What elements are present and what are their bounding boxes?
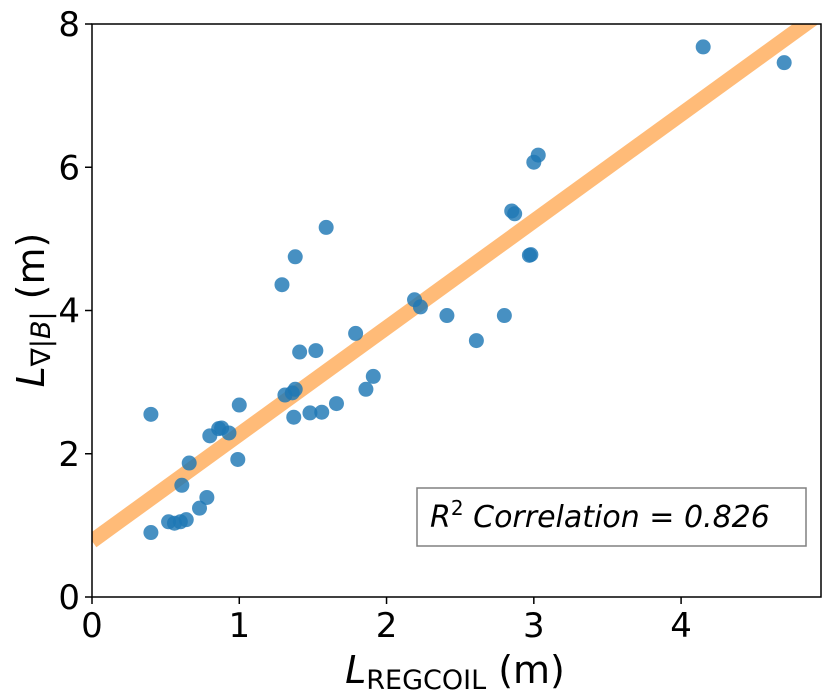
x-tick-label: 3 — [523, 606, 545, 646]
data-point — [143, 525, 159, 541]
y-axis-title: L∇|B| (m) — [9, 233, 57, 388]
r2-annotation: R2 Correlation = 0.826 — [416, 487, 807, 547]
y-axis-title-unit-spacer — [9, 299, 53, 311]
data-point — [221, 425, 237, 441]
x-tick-label: 4 — [670, 606, 692, 646]
data-point — [192, 500, 208, 516]
x-axis-title-main: L — [345, 648, 366, 692]
x-tick-label: 2 — [376, 606, 398, 646]
y-tick-label: 2 — [58, 435, 80, 475]
x-axis-title-sub: REGCOIL — [366, 665, 486, 696]
y-axis-title-main: L — [9, 366, 53, 387]
data-point — [292, 344, 308, 360]
y-tick-label: 6 — [58, 148, 80, 188]
x-tick-label: 0 — [81, 606, 103, 646]
annotation-r: R — [430, 500, 451, 535]
y-tick-label: 4 — [58, 292, 80, 332]
data-point — [287, 249, 303, 265]
data-point — [507, 206, 523, 222]
data-point — [468, 333, 484, 349]
x-axis-title: LREGCOIL (m) — [345, 648, 565, 696]
data-point — [530, 147, 546, 163]
data-point — [178, 512, 194, 528]
data-point — [348, 325, 364, 341]
x-axis-title-unit: (m) — [498, 648, 565, 692]
data-point — [181, 455, 197, 471]
data-point — [302, 405, 318, 421]
data-point — [365, 368, 381, 384]
data-point — [199, 489, 215, 505]
data-point — [287, 381, 303, 397]
data-point — [412, 299, 428, 315]
annotation-box — [416, 487, 807, 547]
data-point — [328, 396, 344, 412]
annotation-superscript: 2 — [451, 496, 464, 520]
data-point — [274, 277, 290, 293]
data-point — [358, 381, 374, 397]
data-point — [776, 55, 792, 71]
annotation-text: Correlation = 0.826 — [464, 500, 770, 535]
x-tick-label: 1 — [228, 606, 250, 646]
data-point — [318, 219, 334, 235]
data-point — [496, 308, 512, 324]
data-point — [695, 39, 711, 55]
data-point — [308, 343, 324, 359]
data-point — [143, 406, 159, 422]
svg-text:R2 Correlation = 0.826: R2 Correlation = 0.826 — [430, 496, 770, 535]
data-point — [314, 404, 330, 420]
fit-line — [92, 24, 819, 548]
data-point — [439, 308, 455, 324]
data-point — [231, 397, 247, 413]
data-point — [523, 247, 539, 263]
data-point — [230, 451, 246, 467]
data-point — [286, 409, 302, 425]
y-axis-title-sub: ∇|B| — [26, 311, 57, 367]
y-axis-title-unit: (m) — [9, 233, 53, 300]
y-tick-label: 8 — [58, 5, 80, 45]
plot-area — [92, 24, 819, 548]
data-point — [174, 477, 190, 493]
y-tick-label: 0 — [58, 578, 80, 618]
x-axis-title-unit-spacer — [486, 648, 498, 692]
